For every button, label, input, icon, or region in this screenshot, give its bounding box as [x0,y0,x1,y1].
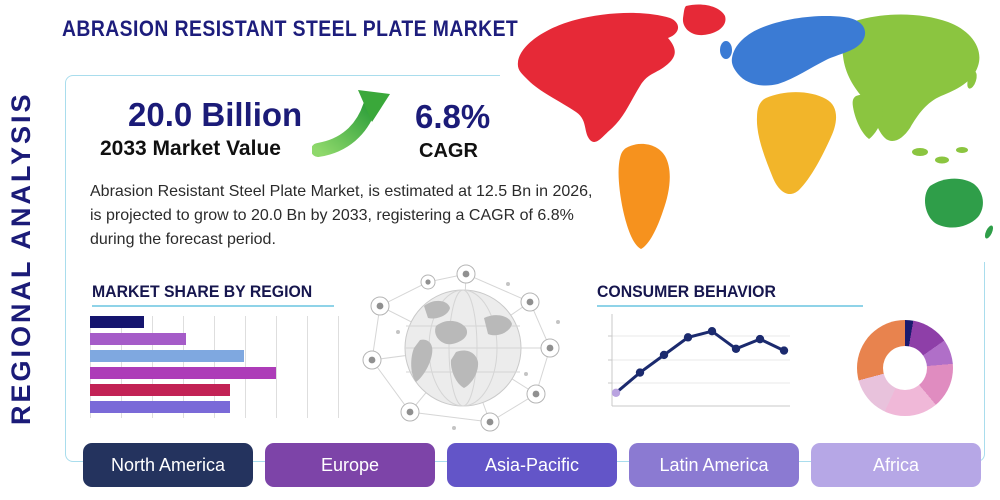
region-button-europe[interactable]: Europe [265,443,435,487]
market-share-underline [92,305,334,307]
market-share-bar-2 [90,350,244,362]
region-button-row: North America Europe Asia-Pacific Latin … [0,443,1000,487]
market-share-bar-chart [90,316,342,418]
map-uk [720,41,732,59]
consumer-behavior-heading: CONSUMER BEHAVIOR [597,282,776,301]
consumer-share-donut-chart [857,320,953,416]
regional-analysis-label: REGIONAL ANALYSIS [6,91,36,425]
market-share-bar-5 [90,401,230,413]
cagr-value: 6.8% [415,98,491,135]
market-share-bar-4 [90,384,230,396]
market-share-bar-1 [90,333,186,345]
consumer-behavior-underline [597,305,863,307]
map-south-america [618,143,670,249]
world-map-svg [517,4,994,249]
map-africa [756,92,837,195]
map-australia [924,178,983,228]
region-button-africa[interactable]: Africa [811,443,981,487]
page-title: ABRASION RESISTANT STEEL PLATE MARKET [62,16,519,41]
map-se-asia-island [912,148,928,156]
consumer-behavior-line-chart [600,310,795,424]
map-europe [731,16,866,86]
market-share-bar-0 [90,316,144,328]
map-se-asia-island [956,147,968,153]
globe-network-illustration [358,262,570,436]
region-button-asia-pacific[interactable]: Asia-Pacific [447,443,617,487]
map-new-zealand [984,225,994,239]
market-share-heading: MARKET SHARE BY REGION [92,282,313,301]
market-description: Abrasion Resistant Steel Plate Market, i… [90,183,593,248]
market-share-bar-3 [90,367,276,379]
market-value-2033: 20.0 Billion [128,96,303,133]
region-button-north-america[interactable]: North America [83,443,253,487]
map-india [852,94,883,139]
map-se-asia-island [935,156,949,164]
world-map [500,0,1000,262]
map-greenland [682,4,726,36]
map-japan [967,71,977,89]
region-button-latin-america[interactable]: Latin America [629,443,799,487]
market-value-caption: 2033 Market Value [100,137,281,160]
growth-arrow-icon [311,86,396,158]
map-north-america [517,12,679,142]
cagr-caption: CAGR [419,140,478,162]
